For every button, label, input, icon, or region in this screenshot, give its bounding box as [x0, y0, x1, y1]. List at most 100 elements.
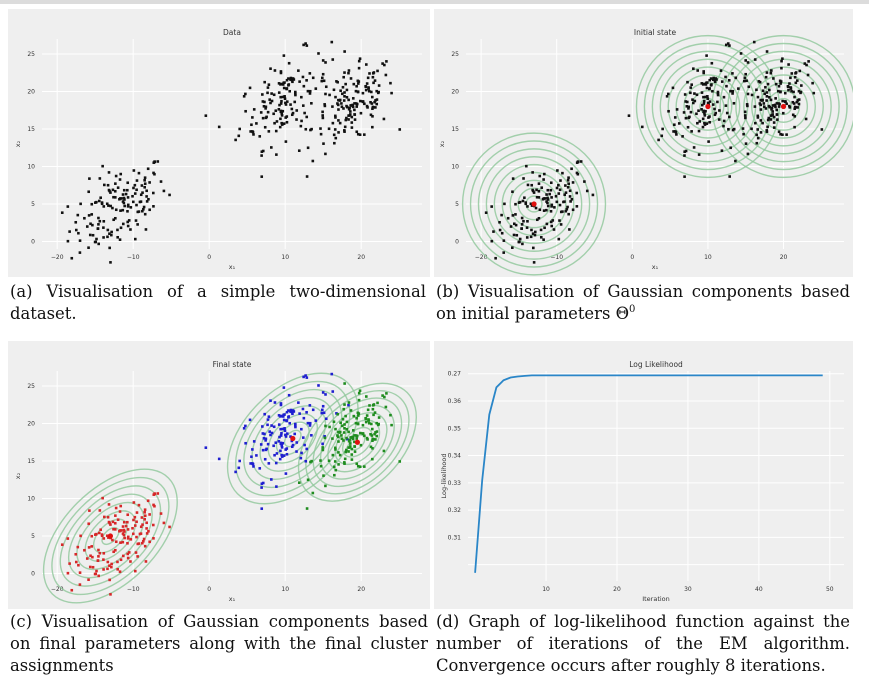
cluster-point [120, 529, 123, 532]
data-point [538, 174, 542, 178]
data-point [390, 91, 393, 95]
cluster-point [129, 538, 133, 541]
data-point [76, 213, 80, 217]
data-point [376, 69, 379, 73]
data-point [685, 100, 689, 104]
data-point [249, 130, 252, 133]
y-tick-label: 20 [451, 89, 459, 96]
data-point [359, 111, 363, 115]
cluster-point [66, 537, 70, 540]
data-point [673, 116, 677, 119]
data-point [285, 78, 289, 82]
cluster-point [141, 523, 144, 526]
data-point [579, 160, 583, 163]
data-point [667, 109, 670, 113]
scatter-plot-data: −20 −10 0 10 20 0 5 10 15 20 25 Data x₁ x₂ [8, 9, 430, 277]
data-point [708, 87, 711, 90]
data-point [343, 125, 347, 129]
data-point [277, 82, 281, 85]
data-point [745, 79, 748, 83]
data-point [727, 127, 730, 131]
component-mean-marker [107, 533, 113, 539]
data-point [686, 125, 690, 129]
data-point [657, 138, 660, 142]
data-point [123, 204, 126, 208]
cluster-point [381, 394, 384, 397]
contour-ellipse [509, 179, 559, 229]
data-point [111, 206, 114, 210]
cluster-point [266, 423, 269, 427]
cluster-point [323, 435, 326, 438]
data-point [87, 246, 90, 249]
cluster-point [68, 562, 71, 565]
data-point [764, 75, 768, 79]
data-point [282, 122, 286, 125]
data-point [343, 50, 346, 53]
cluster-point [355, 462, 359, 466]
x-tick-label: 30 [684, 586, 692, 593]
data-point [361, 91, 365, 95]
x-tick-label: 0 [207, 586, 211, 593]
data-point [365, 104, 369, 108]
data-point [244, 92, 247, 96]
cluster-point [101, 496, 104, 500]
cluster-point [347, 401, 351, 404]
cluster-point [343, 382, 346, 385]
cluster-point [131, 532, 135, 536]
cluster-point [126, 513, 130, 517]
cluster-point [114, 548, 117, 552]
data-point [339, 89, 342, 93]
data-point [705, 54, 708, 57]
cluster-point [371, 457, 374, 461]
data-point [545, 222, 549, 226]
data-point [700, 103, 704, 107]
data-point [558, 219, 561, 222]
cluster-point [162, 521, 166, 525]
cluster-point [248, 418, 252, 422]
data-point [283, 95, 286, 98]
cluster-point [282, 418, 286, 422]
data-point [690, 83, 693, 86]
cluster-point [258, 467, 262, 470]
data-point [788, 82, 791, 85]
cluster-point [136, 555, 139, 558]
data-point [342, 99, 346, 102]
data-point [309, 128, 312, 132]
data-point [324, 152, 327, 156]
data-point [135, 188, 138, 192]
data-point [803, 62, 807, 65]
data-point [147, 197, 150, 201]
data-point [348, 106, 351, 110]
y-tick-label: 0 [31, 571, 35, 578]
cluster-point [344, 414, 347, 418]
data-point [742, 132, 745, 136]
data-point [364, 88, 368, 92]
data-point [331, 121, 335, 125]
data-point [522, 177, 525, 180]
cluster-point [353, 450, 357, 453]
data-point [765, 91, 769, 94]
data-point [279, 95, 283, 99]
cluster-point [126, 528, 130, 531]
y-tick-label: 10 [451, 164, 459, 171]
data-point [556, 169, 559, 172]
data-point [114, 182, 117, 185]
data-point [111, 188, 115, 192]
data-point [704, 95, 707, 99]
data-point [332, 133, 336, 137]
contour-ellipse [691, 90, 725, 123]
cluster-point [338, 430, 342, 434]
data-point [695, 112, 698, 116]
data-point [129, 228, 132, 231]
data-point [728, 44, 731, 47]
data-point [122, 188, 126, 192]
data-point [242, 94, 246, 98]
data-point [143, 185, 146, 189]
contour-ellipse [312, 397, 403, 488]
data-point [713, 113, 717, 117]
data-point [398, 128, 402, 131]
contour-ellipse [461, 132, 607, 276]
data-point [366, 76, 370, 80]
data-point [270, 146, 273, 149]
data-point [702, 71, 706, 75]
